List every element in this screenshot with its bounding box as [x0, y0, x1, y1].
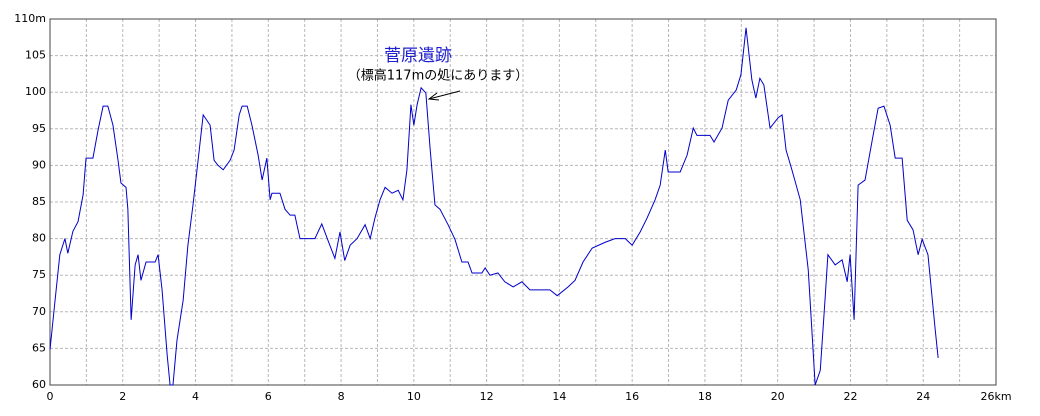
- y-tick-label: 95: [32, 122, 46, 135]
- annotation-title: 菅原遺跡: [384, 46, 452, 66]
- y-tick-label: 60: [32, 378, 46, 391]
- arrow-line: [428, 90, 461, 100]
- y-tick-label: 90: [32, 158, 46, 171]
- y-tick-label: 65: [32, 341, 46, 354]
- y-tick-label: 105: [25, 49, 46, 62]
- x-tick-label: 16: [625, 390, 639, 403]
- y-tick-label: 100: [25, 85, 46, 98]
- elevation-line: [49, 27, 939, 386]
- x-tick-label: 18: [698, 390, 712, 403]
- x-tick-label: 22: [843, 390, 857, 403]
- y-tick-label: 75: [32, 268, 46, 281]
- x-tick-label: 10: [407, 390, 421, 403]
- x-tick-label: 20: [771, 390, 785, 403]
- x-tick-label: 12: [480, 390, 494, 403]
- y-tick-label: 110m: [14, 12, 46, 25]
- y-tick-label: 70: [32, 305, 46, 318]
- grid: [49, 18, 997, 386]
- annotation-arrow: [427, 90, 461, 101]
- arrow-head: [427, 92, 440, 101]
- plot-frame: [49, 18, 997, 386]
- x-tick-label: 2: [119, 390, 126, 403]
- y-tick-label: 80: [32, 232, 46, 245]
- y-tick-label: 85: [32, 195, 46, 208]
- x-tick-label: 14: [552, 390, 566, 403]
- x-tick-label: 0: [47, 390, 54, 403]
- x-tick-label: 26km: [980, 390, 1011, 403]
- x-tick-label: 6: [265, 390, 272, 403]
- x-tick-label: 24: [916, 390, 930, 403]
- x-tick-label: 8: [338, 390, 345, 403]
- x-tick-label: 4: [192, 390, 199, 403]
- annotation-note: （標高117mの処にあります）: [348, 68, 528, 84]
